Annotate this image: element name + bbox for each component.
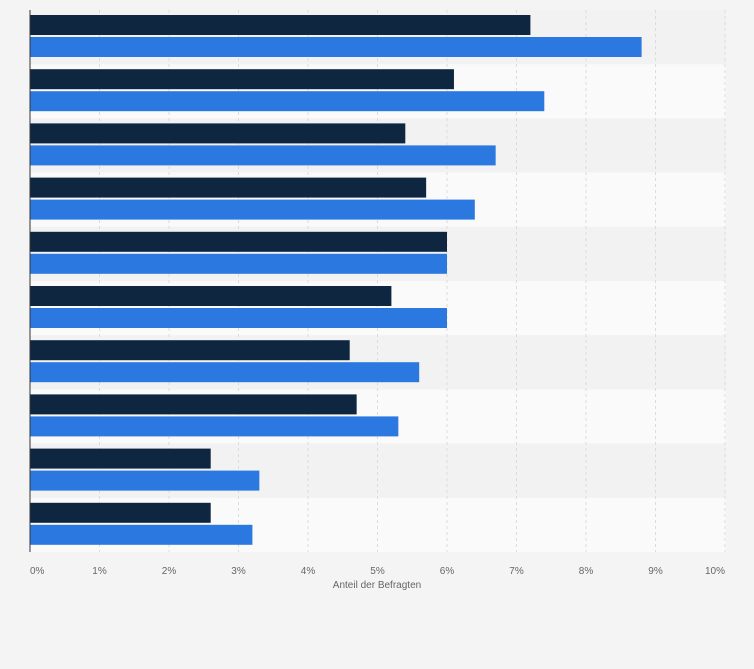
- x-tick-label: 8%: [579, 566, 594, 577]
- bar-series-2: [30, 362, 420, 383]
- x-tick-label: 9%: [648, 566, 663, 577]
- bar-series-2: [30, 416, 399, 437]
- bar-series-1: [30, 286, 392, 306]
- bar-series-2: [30, 199, 475, 220]
- x-tick-label: 1%: [92, 566, 107, 577]
- x-tick-label: 7%: [509, 566, 524, 577]
- bar-series-2: [30, 91, 545, 112]
- x-tick-label: 2%: [162, 566, 177, 577]
- bar-series-2: [30, 524, 253, 545]
- x-tick-label: 4%: [301, 566, 316, 577]
- bar-series-2: [30, 145, 496, 166]
- bar-series-1: [30, 15, 531, 35]
- x-tick-label: 6%: [440, 566, 455, 577]
- bar-series-1: [30, 177, 427, 198]
- x-tick-label: 3%: [231, 566, 246, 577]
- x-tick-label: 10%: [705, 566, 725, 577]
- x-tick-label: 0%: [30, 566, 45, 577]
- bar-series-2: [30, 470, 260, 491]
- bar-series-2: [30, 253, 447, 274]
- bars: [30, 15, 642, 545]
- bar-series-2: [30, 37, 642, 57]
- x-tick-labels: 0% 1% 2% 3% 4% 5% 6% 7% 8% 9% 10%: [30, 566, 725, 577]
- bar-series-1: [30, 502, 211, 523]
- bar-series-1: [30, 231, 447, 252]
- x-axis-label: Anteil der Befragten: [333, 580, 421, 591]
- bar-series-1: [30, 394, 357, 415]
- bar-series-1: [30, 123, 406, 144]
- bar-series-1: [30, 69, 454, 90]
- x-tick-label: 5%: [370, 566, 385, 577]
- bar-series-2: [30, 308, 447, 328]
- bar-series-1: [30, 340, 350, 361]
- bar-series-1: [30, 448, 211, 469]
